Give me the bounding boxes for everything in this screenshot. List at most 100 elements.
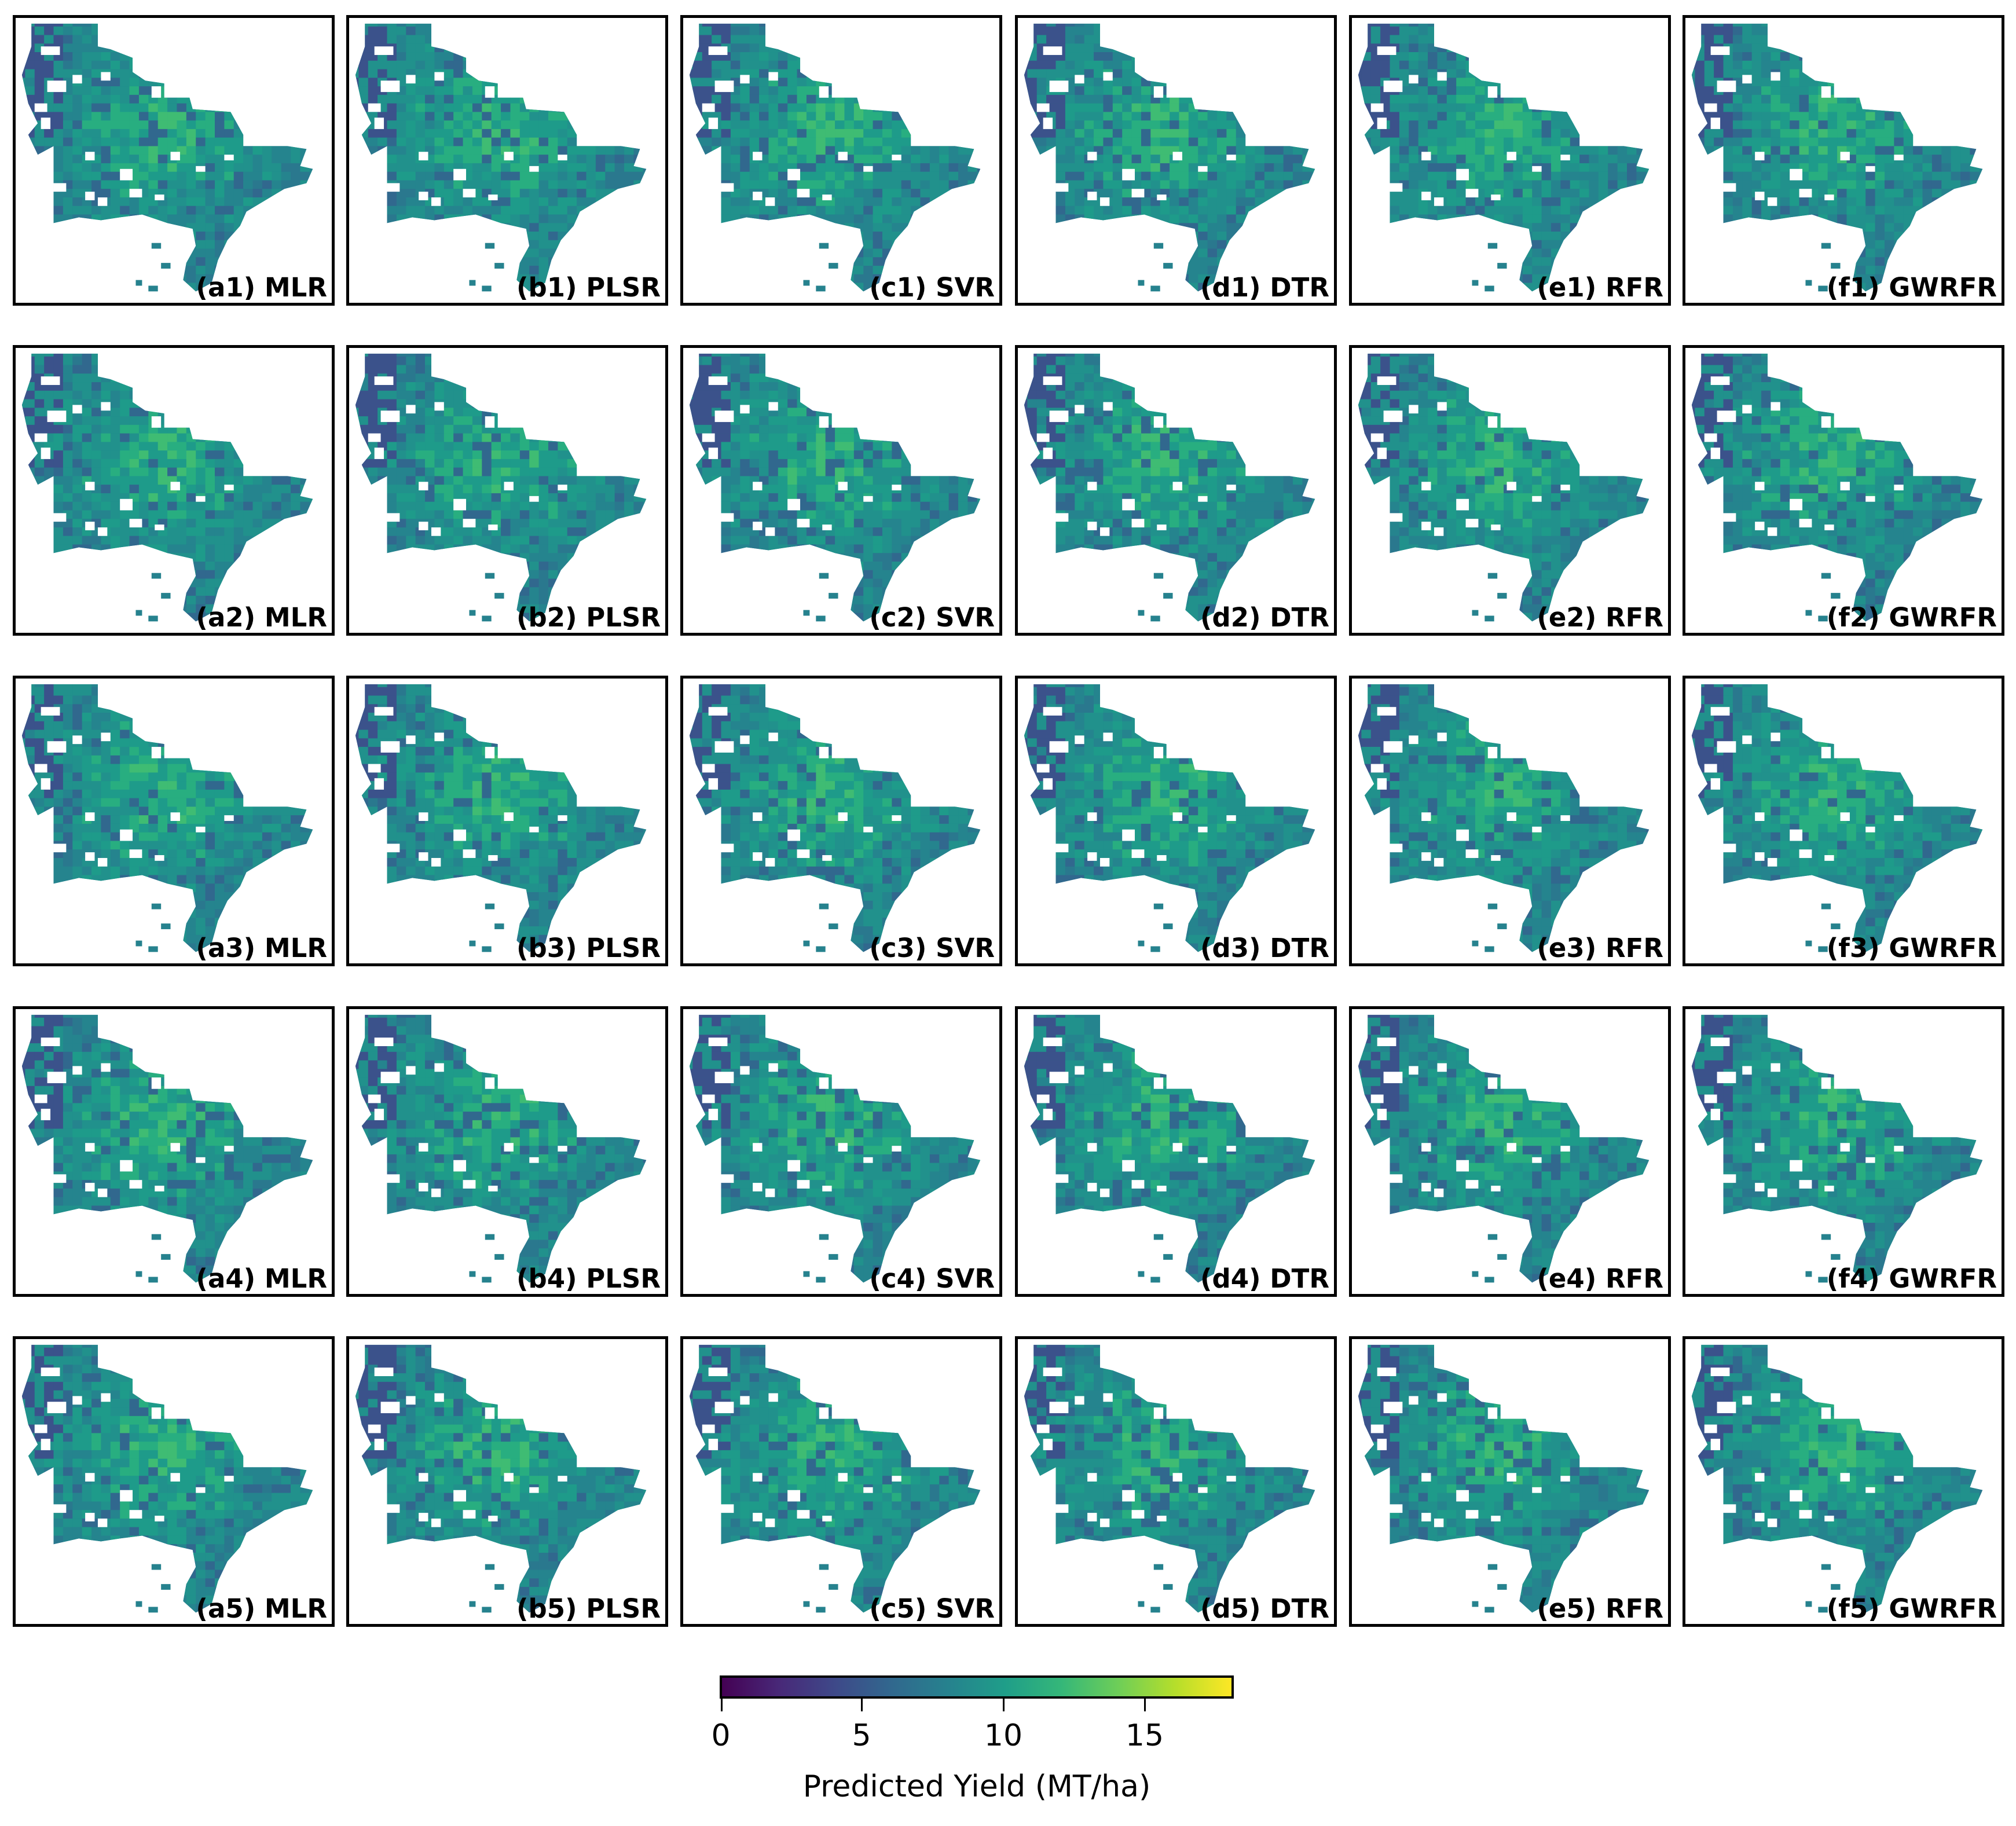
panel-label: (e5) RFR <box>1537 1596 1663 1622</box>
yield-map <box>1691 1344 1983 1613</box>
panel-label: (b2) PLSR <box>516 604 661 630</box>
map-panel: (e5) RFR <box>1349 1336 1671 1627</box>
panel-label: (d4) DTR <box>1200 1266 1329 1292</box>
map-panel: (a1) MLR <box>13 15 335 306</box>
yield-map <box>689 1014 981 1283</box>
yield-map <box>689 23 981 292</box>
panel-label: (d2) DTR <box>1200 604 1329 630</box>
panel-label: (c3) SVR <box>869 935 995 961</box>
yield-map <box>1691 1014 1983 1283</box>
map-panel: (e2) RFR <box>1349 345 1671 636</box>
yield-map <box>21 1014 313 1283</box>
yield-map <box>355 23 647 292</box>
map-panel: (b2) PLSR <box>346 345 668 636</box>
colorbar-tick-15 <box>1144 1699 1146 1711</box>
yield-map <box>21 1344 313 1613</box>
map-panel: (f5) GWRFR <box>1683 1336 2004 1627</box>
yield-map <box>1358 23 1650 292</box>
colorbar-tick-0 <box>721 1699 723 1711</box>
panel-label: (c5) SVR <box>869 1596 995 1622</box>
map-panel: (e4) RFR <box>1349 1006 1671 1297</box>
map-panel: (b1) PLSR <box>346 15 668 306</box>
yield-map <box>355 1014 647 1283</box>
map-panel: (b4) PLSR <box>346 1006 668 1297</box>
map-panel: (d2) DTR <box>1015 345 1337 636</box>
colorbar-tick-5 <box>861 1699 863 1711</box>
yield-map <box>355 353 647 622</box>
panel-label: (f4) GWRFR <box>1827 1266 1997 1292</box>
map-panel: (b5) PLSR <box>346 1336 668 1627</box>
panel-label: (a3) MLR <box>196 935 327 961</box>
yield-map <box>21 353 313 622</box>
yield-map <box>1691 684 1983 952</box>
yield-map <box>1358 353 1650 622</box>
yield-map <box>689 684 981 952</box>
map-panel: (f2) GWRFR <box>1683 345 2004 636</box>
map-panel-grid: (a1) MLR (b1) PLSR (c1) SVR (d1) DTR (e1) RF… <box>13 15 2004 1627</box>
map-panel: (d3) DTR <box>1015 676 1337 966</box>
panel-label: (b3) PLSR <box>516 935 661 961</box>
panel-label: (c4) SVR <box>869 1266 995 1292</box>
panel-label: (c2) SVR <box>869 604 995 630</box>
yield-map <box>1358 1014 1650 1283</box>
panel-label: (e3) RFR <box>1537 935 1663 961</box>
yield-map <box>21 684 313 952</box>
panel-label: (a4) MLR <box>196 1266 327 1292</box>
panel-label: (d1) DTR <box>1200 274 1329 300</box>
panel-label: (b1) PLSR <box>516 274 661 300</box>
yield-map <box>1024 1344 1315 1613</box>
yield-map <box>689 353 981 622</box>
map-panel: (f4) GWRFR <box>1683 1006 2004 1297</box>
map-panel: (e3) RFR <box>1349 676 1671 966</box>
yield-map <box>689 1344 981 1613</box>
yield-map <box>1024 684 1315 952</box>
panel-label: (b4) PLSR <box>516 1266 661 1292</box>
map-panel: (a3) MLR <box>13 676 335 966</box>
map-panel: (c2) SVR <box>680 345 1002 636</box>
map-panel: (d4) DTR <box>1015 1006 1337 1297</box>
map-panel: (d5) DTR <box>1015 1336 1337 1627</box>
map-panel: (e1) RFR <box>1349 15 1671 306</box>
panel-label: (f5) GWRFR <box>1827 1596 1997 1622</box>
map-panel: (b3) PLSR <box>346 676 668 966</box>
yield-map <box>1691 23 1983 292</box>
panel-label: (d3) DTR <box>1200 935 1329 961</box>
panel-label: (c1) SVR <box>869 274 995 300</box>
colorbar <box>720 1675 1234 1699</box>
yield-map <box>1691 353 1983 622</box>
colorbar-section: 0 5 10 15 Predicted Yield (MT/ha) <box>0 1633 2016 1826</box>
panel-label: (b5) PLSR <box>516 1596 661 1622</box>
map-panel: (d1) DTR <box>1015 15 1337 306</box>
colorbar-ticklabel: 10 <box>984 1718 1022 1753</box>
panel-label: (d5) DTR <box>1200 1596 1329 1622</box>
panel-label: (f2) GWRFR <box>1827 604 1997 630</box>
panel-label: (a2) MLR <box>196 604 327 630</box>
map-panel: (c3) SVR <box>680 676 1002 966</box>
map-panel: (f1) GWRFR <box>1683 15 2004 306</box>
yield-map <box>1024 1014 1315 1283</box>
map-panel: (a5) MLR <box>13 1336 335 1627</box>
map-panel: (c5) SVR <box>680 1336 1002 1627</box>
colorbar-tick-10 <box>1003 1699 1005 1711</box>
panel-label: (e4) RFR <box>1537 1266 1663 1292</box>
yield-map <box>1024 353 1315 622</box>
colorbar-label: Predicted Yield (MT/ha) <box>803 1769 1151 1804</box>
yield-map <box>1358 1344 1650 1613</box>
yield-map <box>355 1344 647 1613</box>
map-panel: (c4) SVR <box>680 1006 1002 1297</box>
panel-label: (f1) GWRFR <box>1827 274 1997 300</box>
yield-map <box>1358 684 1650 952</box>
colorbar-ticklabel: 15 <box>1126 1718 1164 1753</box>
map-panel: (c1) SVR <box>680 15 1002 306</box>
yield-map <box>355 684 647 952</box>
colorbar-ticklabel: 5 <box>852 1718 871 1753</box>
map-panel: (f3) GWRFR <box>1683 676 2004 966</box>
panel-label: (e1) RFR <box>1537 274 1663 300</box>
panel-label: (a1) MLR <box>196 274 327 300</box>
yield-map <box>21 23 313 292</box>
panel-label: (a5) MLR <box>196 1596 327 1622</box>
colorbar-ticklabel: 0 <box>711 1718 730 1753</box>
panel-label: (f3) GWRFR <box>1827 935 1997 961</box>
map-panel: (a4) MLR <box>13 1006 335 1297</box>
map-panel: (a2) MLR <box>13 345 335 636</box>
